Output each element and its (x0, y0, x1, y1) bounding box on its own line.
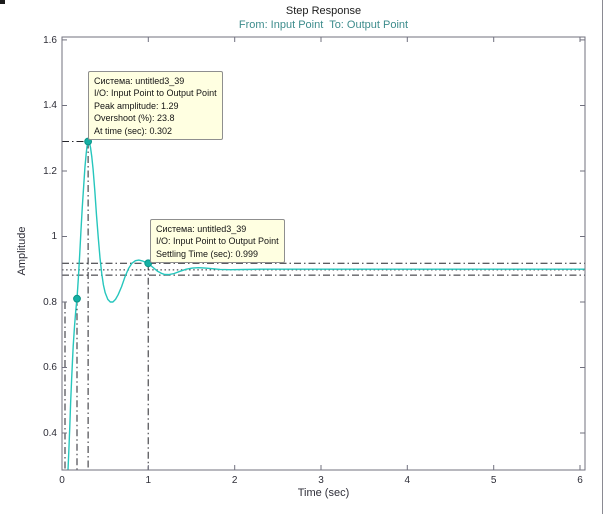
y-tick-label: 1.2 (43, 165, 57, 177)
datatip-system-line: Система: untitled3_39 (156, 224, 247, 234)
settling-time-datatip[interactable]: Система: untitled3_39 I/O: Input Point t… (150, 219, 285, 264)
x-tick-label: 2 (231, 475, 238, 486)
chart-title: Step Response (285, 5, 362, 17)
datatip-system-line: Система: untitled3_39 (94, 76, 185, 86)
x-axis-label: Time (sec) (297, 487, 350, 499)
peak-response-datatip[interactable]: Система: untitled3_39 I/O: Input Point t… (88, 71, 223, 141)
datatip-settling-line: Settling Time (sec): 0.999 (156, 248, 259, 259)
datatip-io-line: I/O: Input Point to Output Point (94, 88, 217, 99)
chart-io-subtitle: From: Input Point To: Output Point (238, 19, 409, 31)
rise-point-marker[interactable] (73, 294, 81, 303)
datatip-peak-line: Peak amplitude: 1.29 (94, 100, 179, 111)
x-tick-label: 3 (318, 475, 324, 486)
settling-point-marker[interactable] (144, 259, 153, 268)
y-tick-label: 1.6 (43, 34, 57, 46)
y-tick-label: 1 (51, 231, 57, 243)
y-tick-label: 0.8 (43, 296, 57, 308)
x-tick-label: 5 (490, 475, 497, 486)
axes-frame (61, 36, 586, 471)
y-tick-label: 1.4 (43, 100, 57, 112)
step-response-curve[interactable] (67, 140, 585, 471)
page-edge-line (602, 0, 603, 514)
x-tick-label: 0 (59, 475, 65, 486)
x-tick-label: 4 (404, 475, 411, 486)
corner-artifact (0, 0, 5, 4)
x-tick-label: 6 (577, 475, 583, 486)
datatip-overshoot-line: Overshoot (%): 23.8 (94, 113, 175, 124)
datatip-io-line: I/O: Input Point to Output Point (156, 236, 279, 247)
y-tick-label: 0.6 (43, 362, 57, 374)
y-tick-label: 0.4 (43, 427, 57, 439)
datatip-attime-line: At time (sec): 0.302 (94, 125, 173, 136)
x-tick-label: 1 (145, 475, 152, 486)
